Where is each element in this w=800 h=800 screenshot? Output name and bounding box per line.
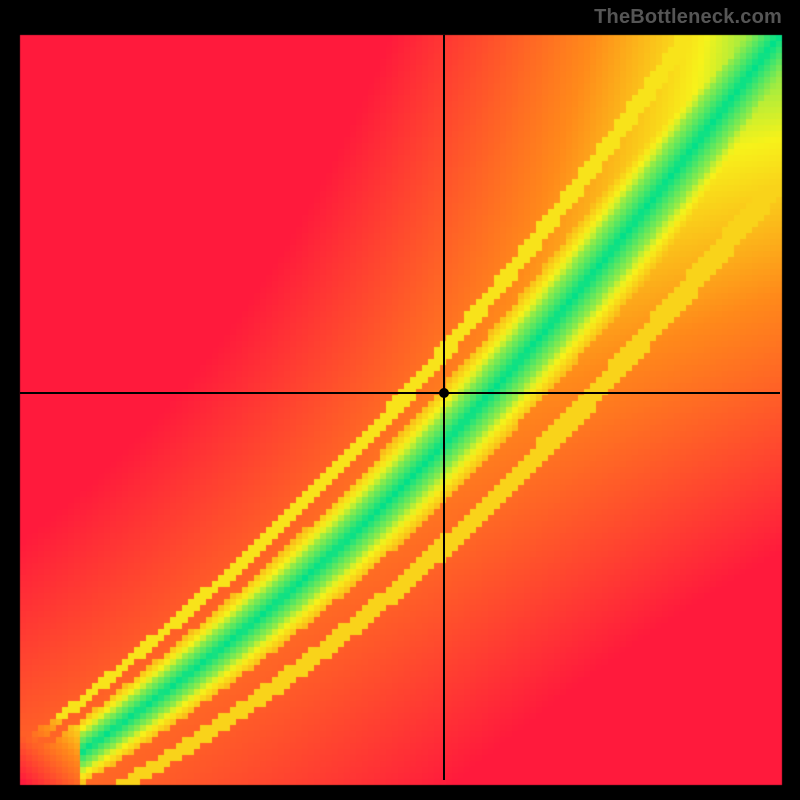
chart-container: TheBottleneck.com	[0, 0, 800, 800]
crosshair-vertical	[443, 35, 445, 780]
crosshair-horizontal	[20, 392, 780, 394]
heatmap-canvas	[0, 0, 800, 800]
watermark-text: TheBottleneck.com	[594, 6, 782, 29]
crosshair-marker	[439, 388, 449, 398]
